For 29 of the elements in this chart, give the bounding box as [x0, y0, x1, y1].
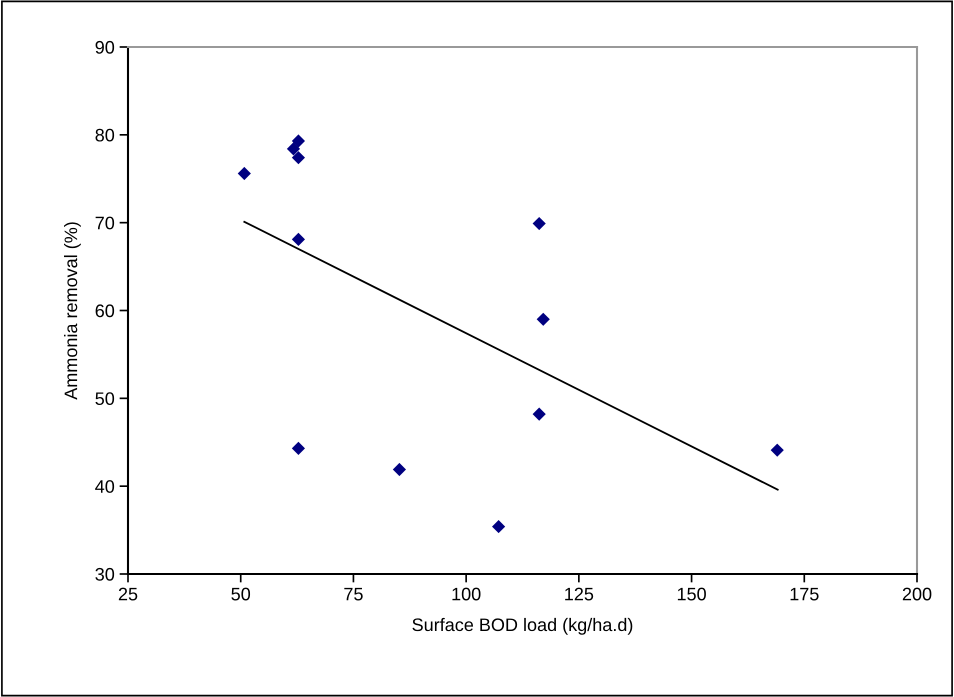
x-tick-label: 50 [231, 588, 250, 600]
y-tick-label: 30 [95, 568, 114, 581]
point [292, 442, 306, 455]
point [238, 166, 251, 180]
point [392, 462, 406, 476]
y-tick-label: 60 [96, 304, 114, 318]
x-tick-label: 25 [118, 588, 138, 600]
x-tick-label: 125 [565, 588, 594, 600]
point [492, 520, 506, 534]
point [292, 134, 306, 148]
x-tick-label: 175 [790, 588, 819, 600]
point [292, 151, 306, 164]
point [536, 312, 550, 326]
point [532, 408, 546, 421]
x-tick-label: 100 [452, 588, 480, 600]
y-axis-title: Ammonia removal (%) [64, 222, 81, 400]
x-tick-label: 200 [902, 588, 932, 600]
y-tick-label: 70 [96, 216, 114, 230]
y-tick-label: 50 [95, 392, 114, 406]
x-axis-title: Surface BOD load (kg/ha.d) [412, 618, 632, 635]
y-tick-label: 40 [95, 480, 114, 493]
x-tick-label: 75 [344, 588, 363, 600]
y-tick-label: 90 [96, 40, 114, 54]
point [532, 216, 546, 230]
y-tick-label: 80 [96, 128, 114, 142]
point [286, 142, 300, 156]
point [292, 232, 306, 246]
point [770, 444, 784, 457]
x-tick-label: 150 [678, 588, 706, 600]
